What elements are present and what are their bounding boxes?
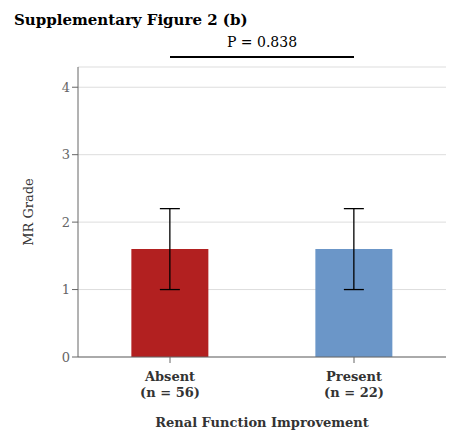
svg-text:Absent(n = 56): Absent(n = 56) — [140, 369, 200, 400]
svg-text:3: 3 — [62, 147, 70, 162]
svg-text:0: 0 — [62, 350, 70, 365]
html-text:P = 0.838: P = 0.838 — [226, 34, 298, 50]
svg-text:Renal Function Improvement: Renal Function Improvement — [155, 415, 369, 430]
svg-text:1: 1 — [62, 282, 70, 297]
svg-text:MR Grade: MR Grade — [21, 178, 36, 246]
svg-text:4: 4 — [62, 80, 70, 95]
svg-text:2: 2 — [62, 215, 70, 230]
svg-text:Present(n = 22): Present(n = 22) — [324, 369, 384, 400]
html-text:Supplementary Figure 2 (b): Supplementary Figure 2 (b) — [14, 11, 248, 29]
